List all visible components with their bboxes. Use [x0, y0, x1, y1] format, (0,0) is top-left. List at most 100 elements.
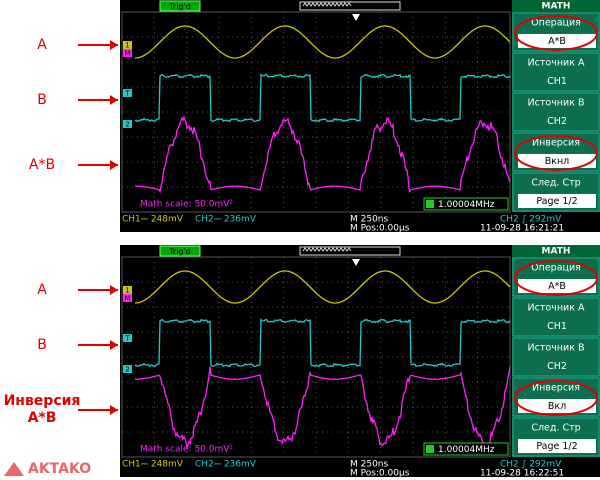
- trigger-status: Trig'd: [168, 2, 191, 11]
- annotation: Инверсия A*B: [4, 393, 81, 426]
- menu-value: CH2: [547, 361, 567, 372]
- menu-value: CH1: [547, 321, 567, 332]
- math-scale: Math scale: 50.0mV²: [140, 200, 233, 210]
- annotation: B: [37, 92, 47, 108]
- ch1-scale: CH1⎓ 248mV: [122, 460, 184, 470]
- m-position: M Pos:0.00μs: [350, 224, 410, 234]
- frequency: 1.00004MHz: [438, 445, 495, 455]
- channel-marker: [123, 49, 132, 57]
- highlight-ring: [514, 380, 598, 416]
- channel-marker: [123, 365, 132, 373]
- menu-label: След. Стр: [531, 423, 580, 434]
- memory-bar: [299, 246, 401, 256]
- menu-label: Источник В: [528, 98, 585, 109]
- channel-marker-label: M: [124, 295, 130, 303]
- frequency-icon: [426, 445, 434, 453]
- timebase: M 250ns: [350, 215, 389, 225]
- menu-label: Источник А: [528, 58, 585, 69]
- trigger-level: CH2 ∫ 292mV: [500, 215, 562, 225]
- ch1-wave: [135, 25, 511, 59]
- menu-label: Инверсия: [532, 383, 580, 394]
- menu-value-box: [518, 279, 596, 293]
- annotation: A: [37, 37, 47, 53]
- trigger-mark: [352, 14, 360, 21]
- status-box: [159, 0, 201, 12]
- arrow-head: [110, 405, 118, 415]
- menu-value-box: [518, 154, 596, 168]
- menu-value-box: [518, 114, 596, 128]
- ch2-wave: [134, 73, 511, 123]
- menu-label: Инверсия: [532, 138, 580, 149]
- memory-bar: [299, 1, 401, 11]
- ch2-scale: CH2⎓ 236mV: [195, 460, 257, 470]
- status-box: [159, 245, 201, 257]
- channel-marker-label: 1: [125, 287, 129, 295]
- annotation: A: [37, 282, 47, 298]
- highlight-ring: [514, 260, 598, 296]
- frequency-icon: [426, 200, 434, 208]
- highlight-ring: [514, 135, 598, 171]
- menu-label: Источник В: [528, 343, 585, 354]
- ch1-wave: [135, 270, 511, 304]
- annotation: B: [37, 337, 47, 353]
- menu-value: Page 1/2: [536, 441, 577, 452]
- channel-marker-label: M: [124, 50, 130, 58]
- m-position: M Pos:0.00μs: [350, 469, 410, 479]
- frequency-box: [423, 197, 509, 211]
- menu-value-box: [518, 194, 596, 208]
- menu-value-box: [518, 359, 596, 373]
- menu-label: Источник А: [528, 303, 585, 314]
- channel-marker: [123, 334, 132, 342]
- menu-value-box: [518, 319, 596, 333]
- arrow-head: [110, 95, 118, 105]
- memory-wave: [302, 2, 352, 7]
- ch2-scale: CH2⎓ 236mV: [195, 215, 257, 225]
- menu-title: MATH: [542, 2, 571, 12]
- channel-marker-label: 2: [125, 366, 129, 374]
- arrow-head: [110, 285, 118, 295]
- math-wave: [135, 115, 511, 194]
- channel-marker-label: T: [124, 90, 130, 98]
- menu-value: A*B: [548, 36, 566, 47]
- menu-value-box: [518, 399, 596, 413]
- channel-marker: [123, 89, 132, 97]
- menu-value: Вкнл: [545, 156, 570, 167]
- channel-marker-label: 1: [125, 42, 129, 50]
- trigger-level: CH2 ∫ 292mV: [500, 460, 562, 470]
- arrow-head: [110, 340, 118, 350]
- trigger-status: Trig'd: [168, 247, 191, 256]
- channel-marker-label: 2: [125, 121, 129, 129]
- arrow-head: [110, 160, 118, 170]
- logo: AKTAKO: [28, 461, 91, 477]
- channel-marker: [123, 120, 132, 128]
- frequency: 1.00004MHz: [438, 200, 495, 210]
- menu-value: A*B: [548, 281, 566, 292]
- annotation: A*B: [29, 157, 55, 173]
- frequency-box: [423, 442, 509, 456]
- channel-marker: [123, 286, 132, 294]
- menu-title: MATH: [542, 247, 571, 257]
- trigger-mark: [352, 259, 360, 266]
- math-scale: Math scale: 50.0mV²: [140, 445, 233, 455]
- arrow-head: [110, 40, 118, 50]
- logo-icon: [4, 462, 24, 476]
- menu-value-box: [518, 34, 596, 48]
- datetime: 11-09-28 16:22:51: [480, 469, 564, 479]
- highlight-ring: [514, 15, 598, 51]
- channel-marker: [123, 294, 132, 302]
- menu-value: Page 1/2: [536, 196, 577, 207]
- menu-label: След. Стр: [531, 178, 580, 189]
- channel-marker: [123, 41, 132, 49]
- menu-value: Вкл: [548, 401, 566, 412]
- datetime: 11-09-28 16:21:21: [480, 224, 564, 234]
- menu-label: Операция: [531, 263, 581, 274]
- menu-value-box: [518, 74, 596, 88]
- math-wave: [135, 366, 511, 450]
- ch2-wave: [134, 318, 511, 368]
- timebase: M 250ns: [350, 460, 389, 470]
- menu-value-box: [518, 439, 596, 453]
- ch1-scale: CH1⎓ 248mV: [122, 215, 184, 225]
- menu-label: Операция: [531, 18, 581, 29]
- menu-value: CH2: [547, 116, 567, 127]
